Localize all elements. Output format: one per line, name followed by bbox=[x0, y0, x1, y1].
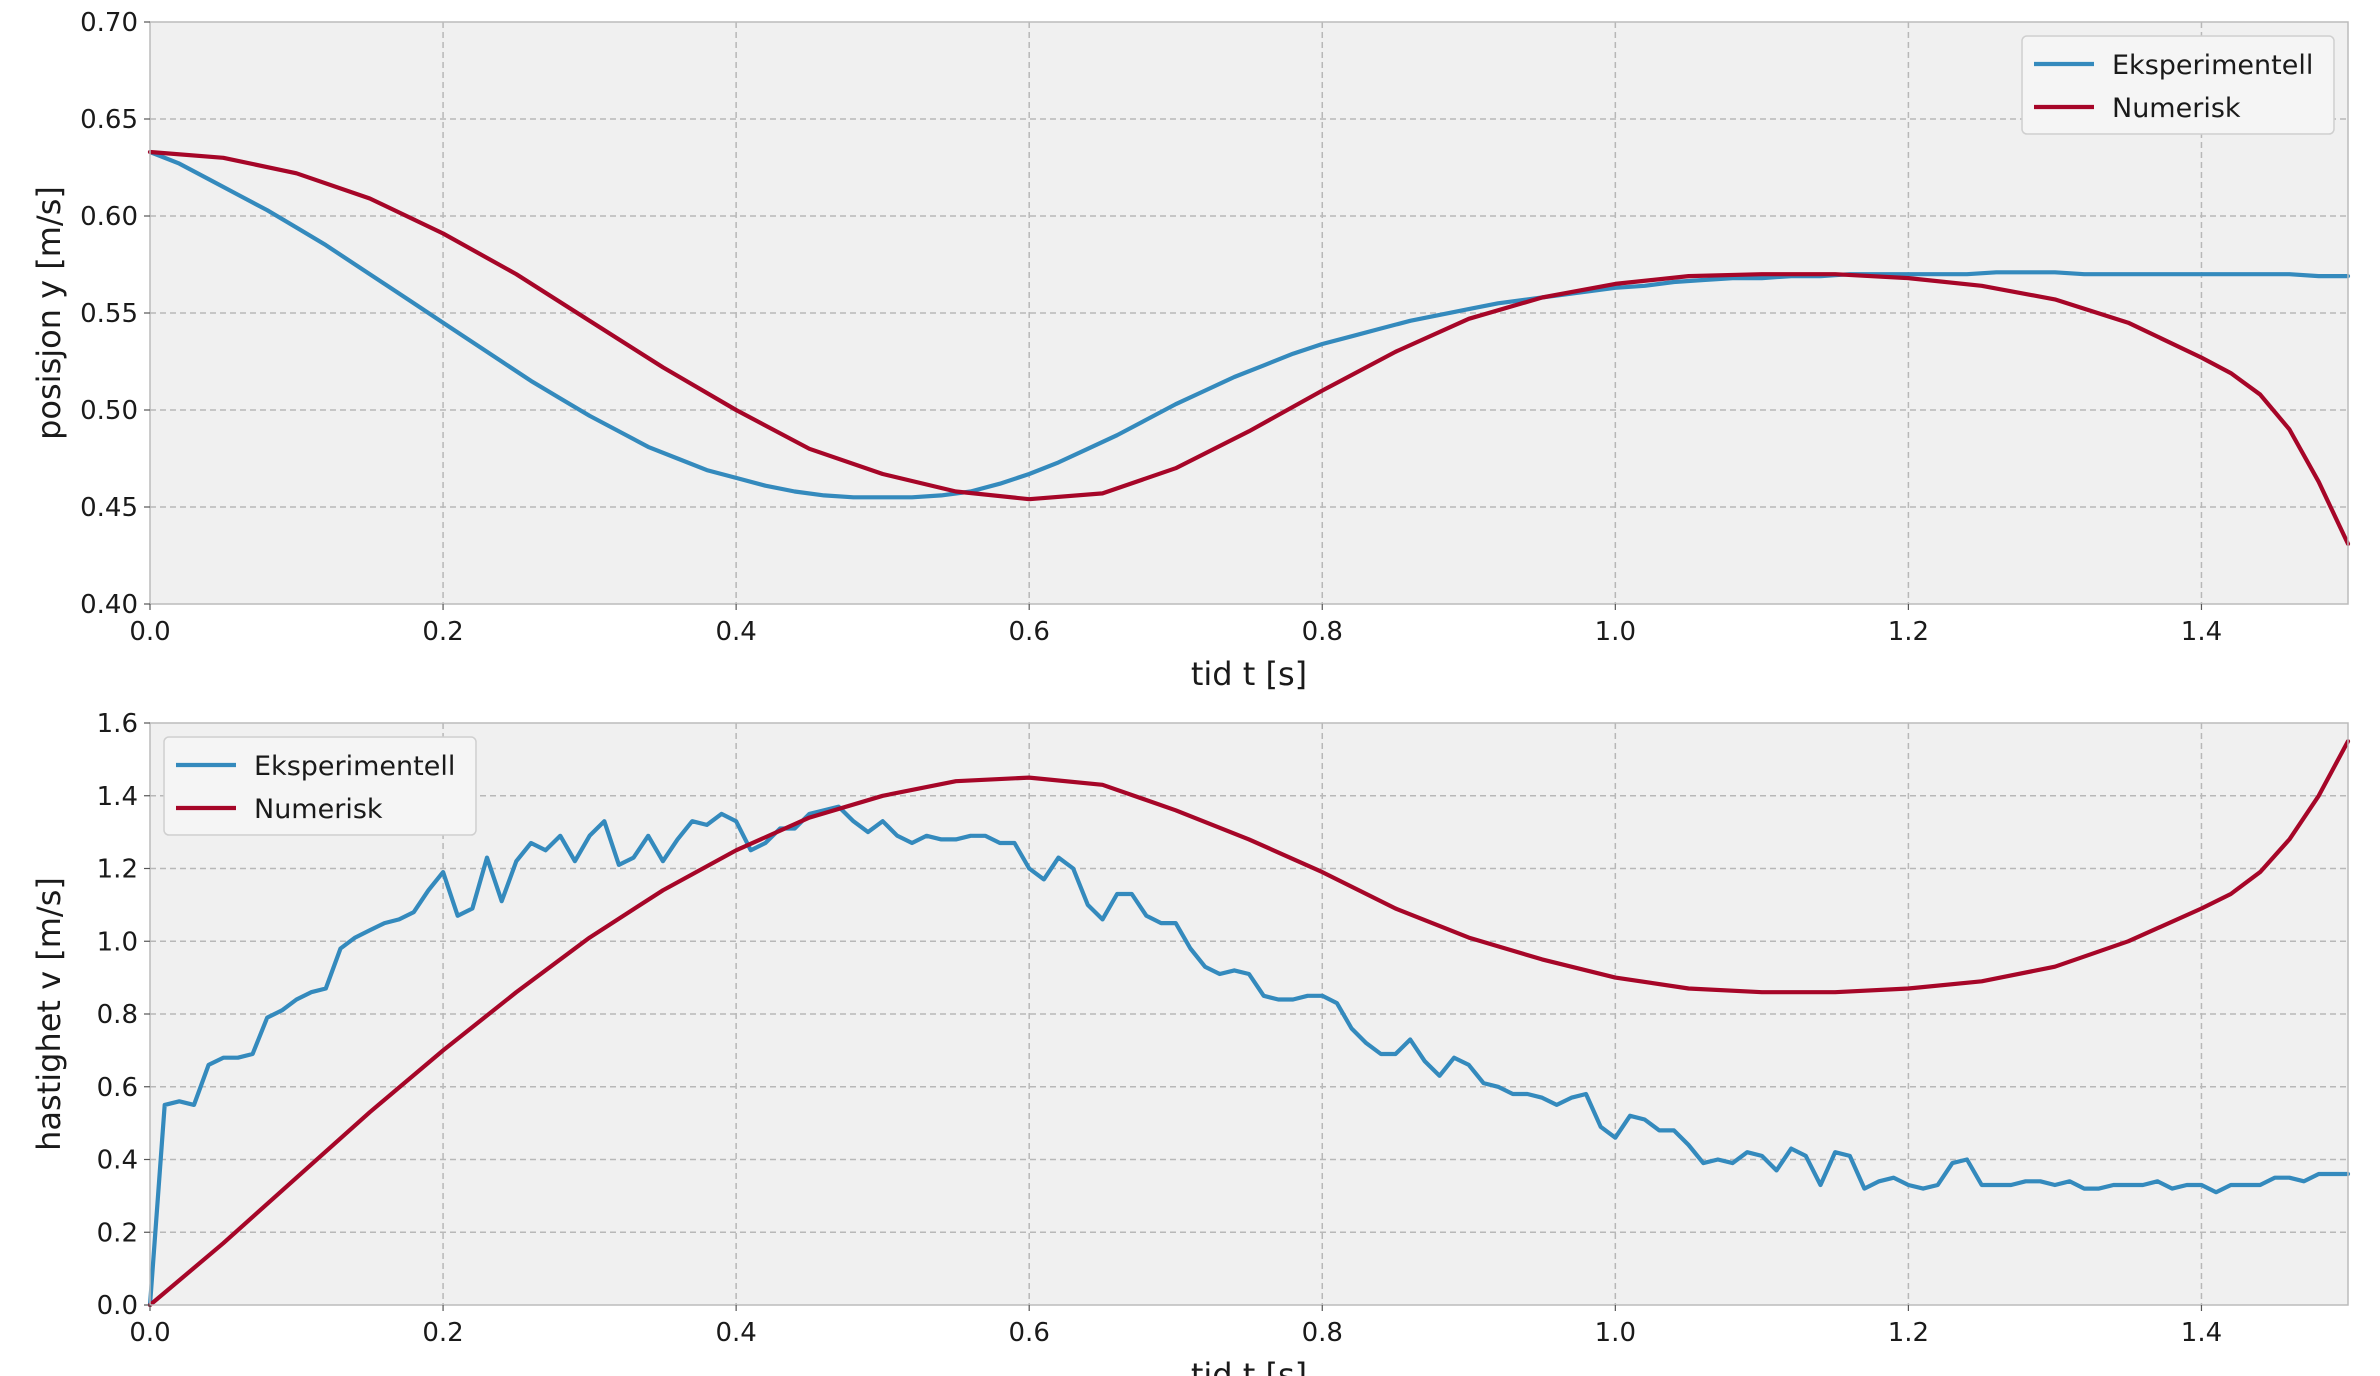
x-tick-label: 0.8 bbox=[1302, 617, 1343, 647]
x-tick-label: 0.2 bbox=[422, 1318, 463, 1348]
y-tick-label: 1.4 bbox=[97, 782, 138, 812]
legend-label-eksperimentell: Eksperimentell bbox=[2112, 50, 2313, 81]
legend-label-numerisk: Numerisk bbox=[2112, 93, 2241, 124]
x-axis-label: tid t [s] bbox=[1191, 655, 1307, 693]
position-chart: 0.0 0.2 0.4 0.6 0.8 1.0 1.2 1.4 0.40 0.45 0.50 0.55… bbox=[30, 8, 2351, 693]
y-tick-label: 0.50 bbox=[80, 396, 138, 426]
y-tick-label: 1.6 bbox=[97, 709, 138, 739]
y-tick-label: 0.6 bbox=[97, 1073, 138, 1103]
x-tick-label: 1.2 bbox=[1888, 617, 1929, 647]
x-tick-label: 0.6 bbox=[1009, 617, 1050, 647]
grid bbox=[150, 723, 2348, 1305]
x-tick-label: 0.6 bbox=[1009, 1318, 1050, 1348]
y-tick-label: 0.60 bbox=[80, 202, 138, 232]
y-axis-label: hastighet v [m/s] bbox=[30, 877, 68, 1151]
y-tick-label: 0.8 bbox=[97, 1000, 138, 1030]
y-tick-label: 0.40 bbox=[80, 590, 138, 620]
x-tick-label: 0.0 bbox=[129, 1318, 170, 1348]
legend: Eksperimentell Numerisk bbox=[2021, 35, 2335, 135]
x-tick-label: 0.0 bbox=[129, 617, 170, 647]
y-axis-label: posisjon y [m/s] bbox=[30, 186, 68, 440]
plot-area bbox=[150, 22, 2348, 604]
legend: Eksperimentell Numerisk bbox=[163, 736, 477, 836]
series-line-numerisk bbox=[147, 739, 2351, 1308]
legend-label-eksperimentell: Eksperimentell bbox=[254, 751, 455, 782]
x-tick-label: 1.4 bbox=[2181, 617, 2222, 647]
legend-box bbox=[163, 736, 477, 836]
x-tick-label: 0.8 bbox=[1302, 1318, 1343, 1348]
series-line-eksperimentell bbox=[147, 149, 2351, 500]
y-tick-label: 0.70 bbox=[80, 8, 138, 38]
x-tick-label: 0.2 bbox=[422, 617, 463, 647]
y-tick-label: 0.45 bbox=[80, 493, 138, 523]
y-tick-label: 0.2 bbox=[97, 1218, 138, 1248]
x-tick-label: 1.0 bbox=[1595, 1318, 1636, 1348]
x-tick-label: 1.0 bbox=[1595, 617, 1636, 647]
series-line-numerisk bbox=[147, 149, 2351, 547]
x-axis-label: tid t [s] bbox=[1191, 1356, 1307, 1376]
plot-area bbox=[150, 723, 2348, 1305]
y-tick-label: 1.0 bbox=[97, 927, 138, 957]
velocity-chart: 0.0 0.2 0.4 0.6 0.8 1.0 1.2 1.4 0.0 0.2 0.4 0.6 0.8 1… bbox=[30, 709, 2351, 1376]
x-tick-label: 0.4 bbox=[715, 1318, 756, 1348]
grid bbox=[150, 22, 2348, 604]
y-tick-label: 1.2 bbox=[97, 855, 138, 885]
legend-box bbox=[2021, 35, 2335, 135]
series-line-eksperimentell bbox=[147, 804, 2351, 1308]
x-tick-label: 1.2 bbox=[1888, 1318, 1929, 1348]
legend-label-numerisk: Numerisk bbox=[254, 794, 383, 825]
y-tick-label: 0.65 bbox=[80, 105, 138, 135]
y-tick-label: 0.4 bbox=[97, 1146, 138, 1176]
y-tick-label: 0.55 bbox=[80, 299, 138, 329]
x-tick-label: 1.4 bbox=[2181, 1318, 2222, 1348]
x-tick-label: 0.4 bbox=[715, 617, 756, 647]
y-tick-label: 0.0 bbox=[97, 1291, 138, 1321]
